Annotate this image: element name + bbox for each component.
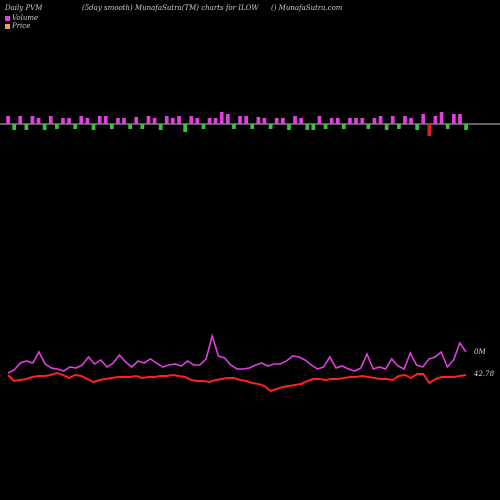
volume-line [7,333,467,374]
pvm-bar [452,114,456,124]
pvm-bar [323,124,328,129]
pvm-bar [244,116,248,124]
pvm-bar [73,124,77,129]
pvm-bar [427,124,432,136]
pvm-bar [360,118,365,124]
pvm-bar [415,124,419,130]
pvm-bar [183,124,187,132]
pvm-bar [232,124,236,129]
pvm-bar [238,116,242,124]
pvm-bar [262,118,267,124]
pvm-bar [342,124,346,129]
pvm-bar [128,124,132,129]
pvm-bar [287,124,291,130]
pvm-bar [256,117,261,124]
pvm-bar [464,124,468,130]
pvm-bar [42,124,47,130]
pvm-bar [134,117,139,124]
pvm-bar [91,124,96,130]
legend-label-volume: Volume [12,14,39,22]
pvm-bar [85,118,90,124]
pvm-bar [213,118,218,124]
legend-label-price: Price [12,22,31,30]
price-end-label: 42.78 [473,370,495,378]
pvm-bar [268,124,273,129]
pvm-bar [207,118,212,124]
pvm-bar [67,118,71,124]
pvm-bar [219,112,224,124]
pvm-bar [372,118,377,124]
pvm-bar [79,116,84,124]
pvm-bar [421,114,426,124]
chart-title: (5day smooth) MunafaSutra(TM) charts for… [82,4,259,12]
pvm-bar [189,116,194,124]
pvm-bar [116,118,120,124]
pvm-bar [305,124,310,130]
pvm-bar [24,124,29,130]
pvm-bar [226,114,230,124]
pvm-bar [397,124,401,129]
pvm-bar [146,116,151,124]
pvm-bar [110,124,114,129]
pvm-bar [281,118,285,124]
volume-end-label: 0M [474,348,486,356]
legend-price: Price [5,22,30,30]
legend-swatch-volume [5,15,10,21]
pvm-bar [140,124,145,129]
pvm-bar [164,116,169,124]
pvm-bar [293,116,297,124]
pvm-bar [403,116,407,124]
pvm-bar [201,124,206,129]
pvm-bar [195,118,200,124]
pvm-bar [299,118,303,124]
pvm-bar [97,116,102,124]
pvm-bar [354,118,358,124]
pvm-bar [12,124,16,130]
pvm-bars [6,112,468,136]
pvm-bar [171,118,175,124]
pvm-bar [335,118,340,124]
pvm-bar [348,118,352,124]
pvm-bar [409,118,413,124]
pvm-bar [458,114,462,124]
pvm-bar [36,118,41,124]
pvm-bar [274,118,279,124]
pvm-bar [48,116,53,124]
pvm-bar [439,112,444,124]
pvm-bar [18,116,23,124]
header-left: Daily PVM [5,4,43,12]
pvm-bar [122,118,126,124]
pvm-bar [378,116,383,124]
pvm-bar [158,124,163,130]
pvm-bar [366,124,371,129]
pvm-bar [6,116,10,124]
pvm-bar [61,118,65,124]
pvm-bar [317,116,322,124]
pvm-bar [445,124,450,129]
pvm-bar [384,124,389,130]
pvm-bar [250,124,255,129]
pvm-bar [55,124,59,129]
site-credit: () MunafaSutra.com [271,4,343,12]
pvm-bar [152,118,157,124]
legend-volume: Volume [5,14,38,22]
pvm-bar [390,116,395,124]
pvm-bar [177,116,181,124]
pvm-bar [30,116,35,124]
pvm-bar [103,116,108,124]
legend-swatch-price [5,23,10,29]
pvm-bar [433,116,438,124]
pvm-bar [329,118,334,124]
pvm-bar [311,124,316,130]
price-line [7,371,467,393]
